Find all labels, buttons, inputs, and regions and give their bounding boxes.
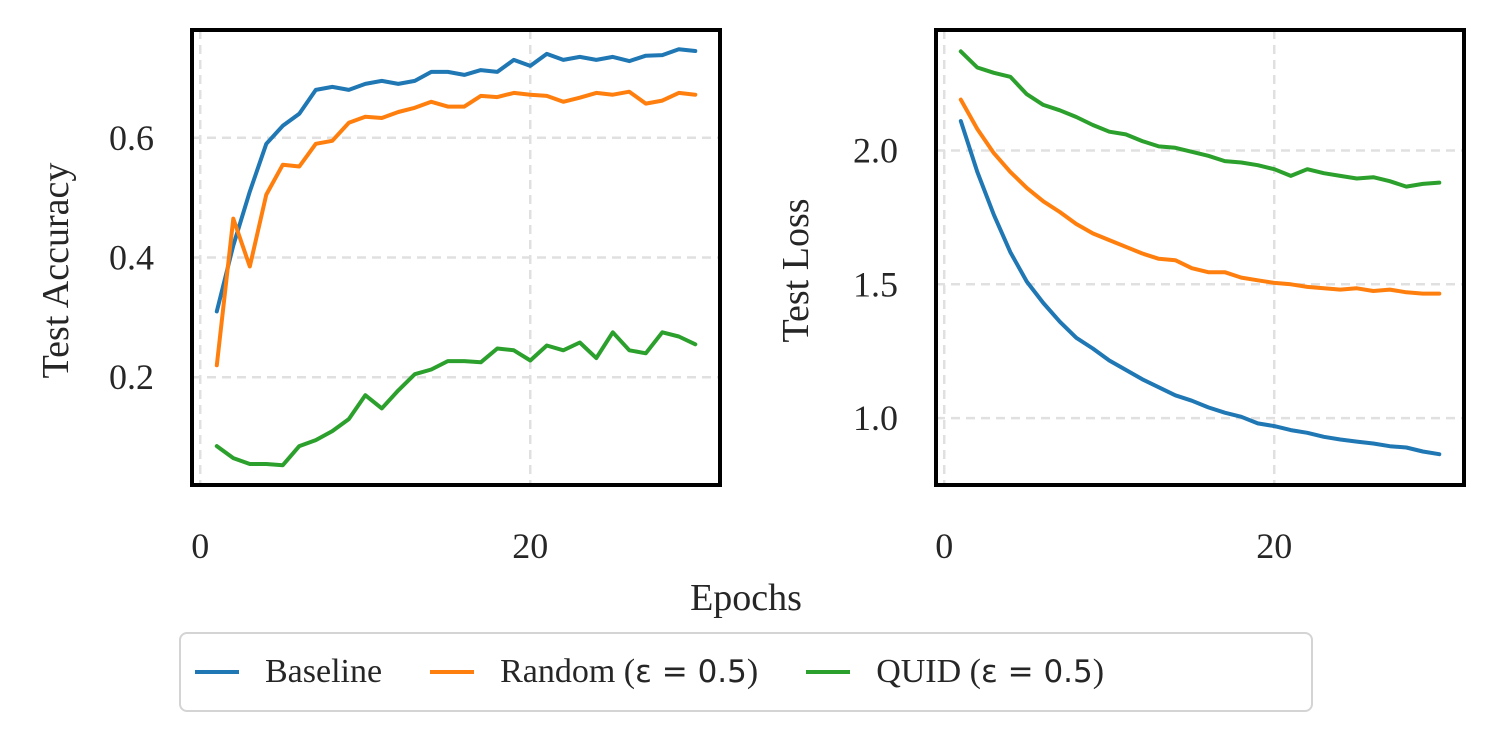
legend-item-random: Random (ε = 0.5) xyxy=(430,653,758,691)
accuracy-y-tick-label: 0.2 xyxy=(109,357,154,397)
loss-y-tick-label: 1.0 xyxy=(853,398,898,438)
loss-axes-frame xyxy=(934,28,1466,487)
figure-canvas: 0 20 0.2 0.4 0.6 Test Accuracy 0 20 1.0 1.5 2.0 Te… xyxy=(35,28,1466,619)
shared-x-axis-label: Epochs xyxy=(690,577,802,619)
loss-y-axis-label: Test Loss xyxy=(775,198,817,342)
legend-label-baseline: Baseline xyxy=(265,653,383,690)
loss-y-tick-label: 1.5 xyxy=(853,264,898,304)
loss-series-quid xyxy=(958,49,1442,189)
loss-panel: 0 20 1.0 1.5 2.0 Test Loss xyxy=(775,28,1466,566)
accuracy-y-axis-label: Test Accuracy xyxy=(35,163,77,379)
accuracy-series-baseline xyxy=(214,47,698,314)
legend-swatch-random xyxy=(430,670,475,674)
legend-swatch-quid xyxy=(806,670,851,674)
loss-x-tick-label: 0 xyxy=(935,526,953,566)
accuracy-y-tick-label: 0.6 xyxy=(109,118,154,158)
loss-series-random xyxy=(958,97,1442,296)
accuracy-axes-frame xyxy=(190,28,722,487)
accuracy-x-tick-label: 0 xyxy=(191,526,209,566)
legend: Baseline Random (ε = 0.5) QUID (ε = 0.5) xyxy=(179,632,1313,712)
legend-swatch-baseline xyxy=(195,670,239,674)
legend-item-baseline: Baseline xyxy=(195,653,382,691)
loss-series-baseline xyxy=(958,119,1442,457)
loss-x-tick-label: 20 xyxy=(1256,526,1292,566)
accuracy-x-tick-label: 20 xyxy=(512,526,548,566)
legend-label-random: Random (ε = 0.5) xyxy=(500,653,759,690)
accuracy-series-quid xyxy=(214,330,698,468)
legend-item-quid: QUID (ε = 0.5) xyxy=(806,653,1104,691)
loss-y-tick-label: 2.0 xyxy=(853,130,898,170)
accuracy-panel: 0 20 0.2 0.4 0.6 Test Accuracy xyxy=(35,28,722,566)
accuracy-y-tick-label: 0.4 xyxy=(109,238,154,278)
legend-label-quid: QUID (ε = 0.5) xyxy=(876,653,1105,690)
accuracy-series-random xyxy=(214,89,698,368)
